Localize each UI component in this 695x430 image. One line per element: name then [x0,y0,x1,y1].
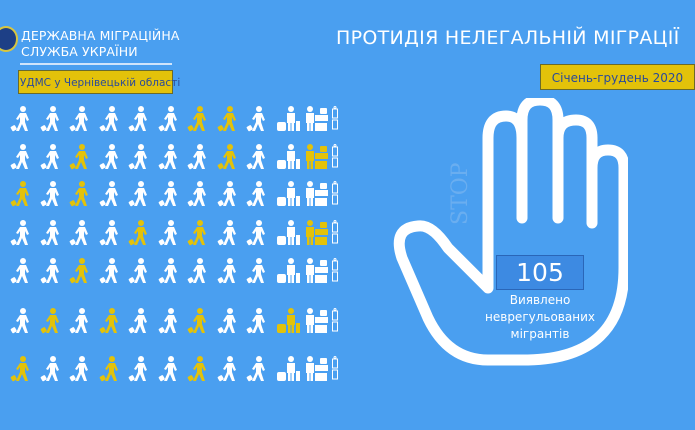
passport-desk-icon [305,181,329,207]
walker-icon [246,356,270,382]
walker-icon [40,181,64,207]
passport-desk-icon [305,308,329,334]
walker-icon [246,308,270,334]
luggage-stack-icon [332,106,338,130]
walker-icon [99,144,123,170]
traveler-luggage-icon [276,308,300,334]
walker-icon [10,220,34,246]
traveler-luggage-icon [276,356,300,382]
walker-icon [10,144,34,170]
walker-icon [99,356,123,382]
walker-icon [40,144,64,170]
walker-icon [69,181,93,207]
walker-icon [158,308,182,334]
caption-line-1: Виявлено [509,293,571,307]
walker-icon [158,144,182,170]
luggage-stack-icon [332,356,338,380]
walker-icon [40,308,64,334]
caption-line-3: мігрантів [510,327,570,341]
walker-icon [187,220,211,246]
walker-icon [69,258,93,284]
walker-icon [69,220,93,246]
walker-icon [187,144,211,170]
walker-icon [217,356,241,382]
passport-desk-icon [305,144,329,170]
walker-icon [158,106,182,132]
count-caption: Виявлено неврегульованих мігрантів [470,292,610,343]
divider [20,63,172,65]
emblem-logo [0,26,18,52]
walker-icon [187,106,211,132]
stop-label: STOP [448,162,473,225]
traveler-luggage-icon [276,258,300,284]
walker-icon [217,258,241,284]
walker-icon [128,144,152,170]
passport-desk-icon [305,258,329,284]
org-line-2: СЛУЖБА УКРАЇНИ [21,44,138,59]
walker-icon [187,356,211,382]
walker-icon [40,356,64,382]
traveler-luggage-icon [276,144,300,170]
walker-icon [187,308,211,334]
walker-icon [187,181,211,207]
walker-icon [246,144,270,170]
walker-icon [10,258,34,284]
walker-icon [128,308,152,334]
period-badge: Січень-грудень 2020 [540,64,695,90]
walker-icon [217,308,241,334]
walker-icon [40,258,64,284]
luggage-stack-icon [332,144,338,168]
organization-name: ДЕРЖАВНА МІГРАЦІЙНА СЛУЖБА УКРАЇНИ [21,28,180,60]
walker-icon [158,258,182,284]
walker-icon [69,356,93,382]
walker-icon [99,106,123,132]
walker-icon [217,144,241,170]
luggage-stack-icon [332,220,338,244]
passport-desk-icon [305,356,329,382]
walker-icon [10,308,34,334]
walker-icon [69,106,93,132]
luggage-stack-icon [332,258,338,282]
walker-icon [217,220,241,246]
walker-icon [10,106,34,132]
department-label: УДМС у Чернівецькій області [18,70,180,94]
caption-line-2: неврегульованих [485,310,595,324]
walker-icon [217,181,241,207]
walker-icon [246,220,270,246]
traveler-luggage-icon [276,181,300,207]
walker-icon [158,220,182,246]
walker-icon [246,106,270,132]
walker-icon [99,308,123,334]
walker-icon [128,356,152,382]
passport-desk-icon [305,106,329,132]
stop-hand-icon [393,98,628,366]
walker-icon [10,356,34,382]
traveler-luggage-icon [276,220,300,246]
walker-icon [128,181,152,207]
walker-icon [10,181,34,207]
walker-icon [246,181,270,207]
walker-icon [158,356,182,382]
traveler-luggage-icon [276,106,300,132]
walker-icon [246,258,270,284]
passport-desk-icon [305,220,329,246]
luggage-stack-icon [332,308,338,332]
walker-icon [40,106,64,132]
walker-icon [69,308,93,334]
walker-icon [187,258,211,284]
walker-icon [217,106,241,132]
walker-icon [99,220,123,246]
org-line-1: ДЕРЖАВНА МІГРАЦІЙНА [21,28,180,43]
walker-icon [128,106,152,132]
walker-icon [99,181,123,207]
walker-icon [40,220,64,246]
walker-icon [128,220,152,246]
luggage-stack-icon [332,181,338,205]
migrant-count: 105 [496,255,584,290]
walker-icon [158,181,182,207]
walker-icon [69,144,93,170]
walker-icon [128,258,152,284]
page-title: ПРОТИДІЯ НЕЛЕГАЛЬНІЙ МІГРАЦІЇ [336,27,680,49]
walker-icon [99,258,123,284]
